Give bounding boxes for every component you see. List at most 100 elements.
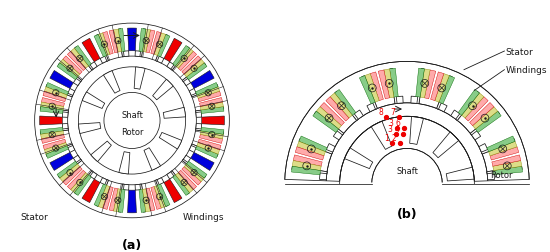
Polygon shape (71, 173, 89, 193)
Polygon shape (390, 69, 397, 104)
Polygon shape (316, 107, 342, 130)
Polygon shape (178, 171, 196, 190)
Polygon shape (163, 108, 185, 119)
Polygon shape (446, 168, 474, 181)
Polygon shape (74, 46, 91, 67)
Polygon shape (196, 83, 218, 96)
Polygon shape (142, 30, 150, 53)
Polygon shape (313, 112, 339, 133)
Polygon shape (40, 128, 63, 135)
Polygon shape (68, 52, 86, 71)
Polygon shape (490, 147, 519, 161)
Text: Rotor: Rotor (121, 128, 143, 137)
Polygon shape (46, 85, 73, 98)
Circle shape (340, 117, 474, 251)
Polygon shape (43, 140, 66, 150)
Polygon shape (146, 188, 155, 211)
Polygon shape (197, 143, 219, 154)
Polygon shape (139, 29, 146, 52)
Polygon shape (488, 212, 517, 226)
Circle shape (78, 68, 186, 174)
Polygon shape (292, 194, 327, 201)
Polygon shape (144, 148, 161, 171)
Polygon shape (146, 31, 155, 54)
Circle shape (104, 93, 160, 149)
Polygon shape (139, 190, 146, 212)
Polygon shape (151, 187, 161, 210)
Polygon shape (189, 89, 197, 98)
Polygon shape (487, 171, 494, 180)
Polygon shape (297, 212, 326, 226)
Polygon shape (62, 111, 68, 118)
Polygon shape (186, 162, 207, 178)
Polygon shape (100, 178, 108, 185)
Polygon shape (156, 180, 168, 207)
Polygon shape (183, 78, 191, 86)
Polygon shape (200, 103, 223, 111)
Polygon shape (320, 188, 327, 197)
Polygon shape (173, 175, 190, 196)
Polygon shape (183, 160, 206, 178)
Polygon shape (40, 129, 68, 135)
Polygon shape (41, 135, 64, 144)
Polygon shape (114, 189, 122, 212)
Polygon shape (96, 180, 108, 207)
Polygon shape (326, 144, 335, 154)
Polygon shape (128, 29, 136, 52)
Polygon shape (140, 30, 146, 57)
Polygon shape (326, 97, 349, 121)
Polygon shape (370, 73, 383, 101)
Polygon shape (41, 131, 64, 139)
Polygon shape (67, 89, 75, 98)
Polygon shape (367, 103, 377, 112)
Polygon shape (470, 103, 494, 126)
Polygon shape (134, 68, 145, 90)
Polygon shape (109, 31, 118, 54)
Polygon shape (128, 190, 136, 213)
Polygon shape (170, 48, 190, 71)
Text: 3: 3 (388, 125, 393, 134)
Polygon shape (74, 48, 94, 71)
Polygon shape (487, 194, 522, 201)
Polygon shape (103, 71, 120, 94)
Polygon shape (490, 207, 519, 220)
Text: 4: 4 (395, 125, 400, 134)
Polygon shape (299, 139, 333, 154)
Polygon shape (197, 87, 219, 99)
Polygon shape (57, 64, 78, 80)
Polygon shape (458, 90, 480, 116)
Polygon shape (362, 76, 377, 110)
Polygon shape (96, 35, 108, 62)
Polygon shape (201, 107, 224, 114)
Polygon shape (164, 179, 182, 203)
Polygon shape (470, 112, 499, 135)
Polygon shape (481, 139, 515, 154)
Text: Stator: Stator (21, 212, 48, 221)
Circle shape (285, 62, 529, 252)
Polygon shape (493, 167, 522, 175)
Polygon shape (475, 112, 501, 133)
Text: 6: 6 (396, 119, 401, 128)
Polygon shape (73, 78, 81, 86)
Polygon shape (299, 137, 327, 152)
Polygon shape (417, 69, 424, 104)
Polygon shape (118, 190, 125, 212)
Polygon shape (41, 103, 64, 111)
Polygon shape (437, 103, 447, 112)
Polygon shape (435, 74, 449, 103)
Polygon shape (91, 141, 112, 162)
Polygon shape (359, 76, 375, 104)
Polygon shape (122, 52, 129, 57)
Polygon shape (439, 76, 455, 104)
Polygon shape (344, 148, 373, 169)
Polygon shape (40, 107, 68, 113)
Polygon shape (167, 171, 175, 179)
Polygon shape (68, 171, 86, 190)
Text: Rotor: Rotor (490, 170, 513, 179)
Polygon shape (299, 216, 327, 231)
Polygon shape (411, 97, 420, 104)
Polygon shape (492, 155, 521, 167)
Polygon shape (46, 83, 68, 96)
Text: Shaft: Shaft (121, 111, 143, 120)
Polygon shape (41, 98, 64, 107)
